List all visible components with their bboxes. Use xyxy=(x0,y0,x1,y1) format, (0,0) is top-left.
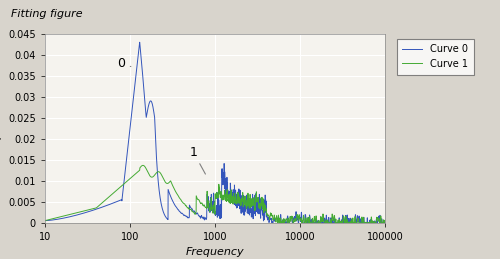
Curve 1 xyxy=(140,164,146,167)
Curve 0 xyxy=(339,221,345,224)
Text: Fitting figure: Fitting figure xyxy=(11,9,83,19)
Legend: Curve 0, Curve 1: Curve 0, Curve 1 xyxy=(396,39,473,75)
Text: 1: 1 xyxy=(190,146,206,174)
Curve 1 xyxy=(172,190,178,193)
Curve 0 xyxy=(376,217,382,220)
Line: Curve 1: Curve 1 xyxy=(45,166,385,223)
Curve 0 xyxy=(172,205,178,208)
Text: 0: 0 xyxy=(117,57,131,70)
X-axis label: Frequency: Frequency xyxy=(186,247,244,257)
Curve 1 xyxy=(376,217,382,220)
Curve 0 xyxy=(268,221,274,224)
Curve 0 xyxy=(81,212,87,215)
Curve 1 xyxy=(275,221,281,224)
Curve 1 xyxy=(42,219,48,222)
Curve 1 xyxy=(339,221,345,224)
Curve 0 xyxy=(42,219,48,222)
Curve 0 xyxy=(136,41,142,44)
Curve 1 xyxy=(382,220,388,223)
Curve 1 xyxy=(101,200,107,203)
Curve 0 xyxy=(101,205,107,208)
Line: Curve 0: Curve 0 xyxy=(45,42,385,223)
Curve 1 xyxy=(187,208,193,211)
Curve 0 xyxy=(382,221,388,224)
Curve 0 xyxy=(187,205,193,208)
Curve 1 xyxy=(81,210,87,213)
Y-axis label: Amplitude: Amplitude xyxy=(0,99,2,157)
